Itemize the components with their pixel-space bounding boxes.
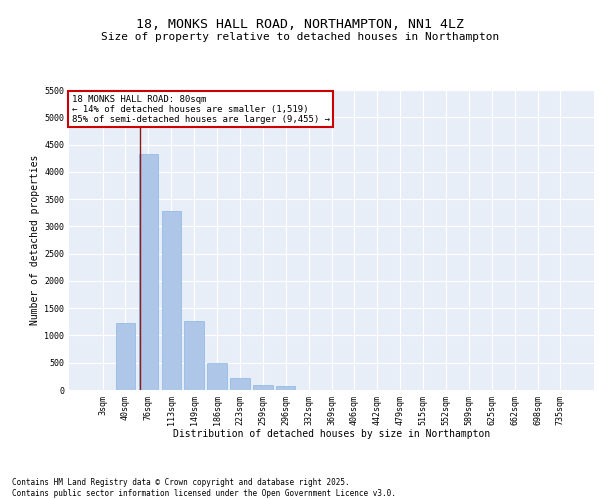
Bar: [161, 210, 181, 390]
Text: Size of property relative to detached houses in Northampton: Size of property relative to detached ho…: [101, 32, 499, 42]
Y-axis label: Number of detached properties: Number of detached properties: [30, 155, 40, 325]
Text: Contains HM Land Registry data © Crown copyright and database right 2025.
Contai: Contains HM Land Registry data © Crown c…: [12, 478, 396, 498]
Bar: [116, 324, 135, 390]
Bar: [184, 321, 204, 390]
Bar: [230, 378, 250, 390]
Bar: [139, 154, 158, 390]
Text: 18 MONKS HALL ROAD: 80sqm
← 14% of detached houses are smaller (1,519)
85% of se: 18 MONKS HALL ROAD: 80sqm ← 14% of detac…: [71, 94, 329, 124]
Bar: [276, 386, 295, 390]
X-axis label: Distribution of detached houses by size in Northampton: Distribution of detached houses by size …: [173, 429, 490, 439]
Bar: [253, 385, 272, 390]
Bar: [208, 364, 227, 390]
Text: 18, MONKS HALL ROAD, NORTHAMPTON, NN1 4LZ: 18, MONKS HALL ROAD, NORTHAMPTON, NN1 4L…: [136, 18, 464, 30]
